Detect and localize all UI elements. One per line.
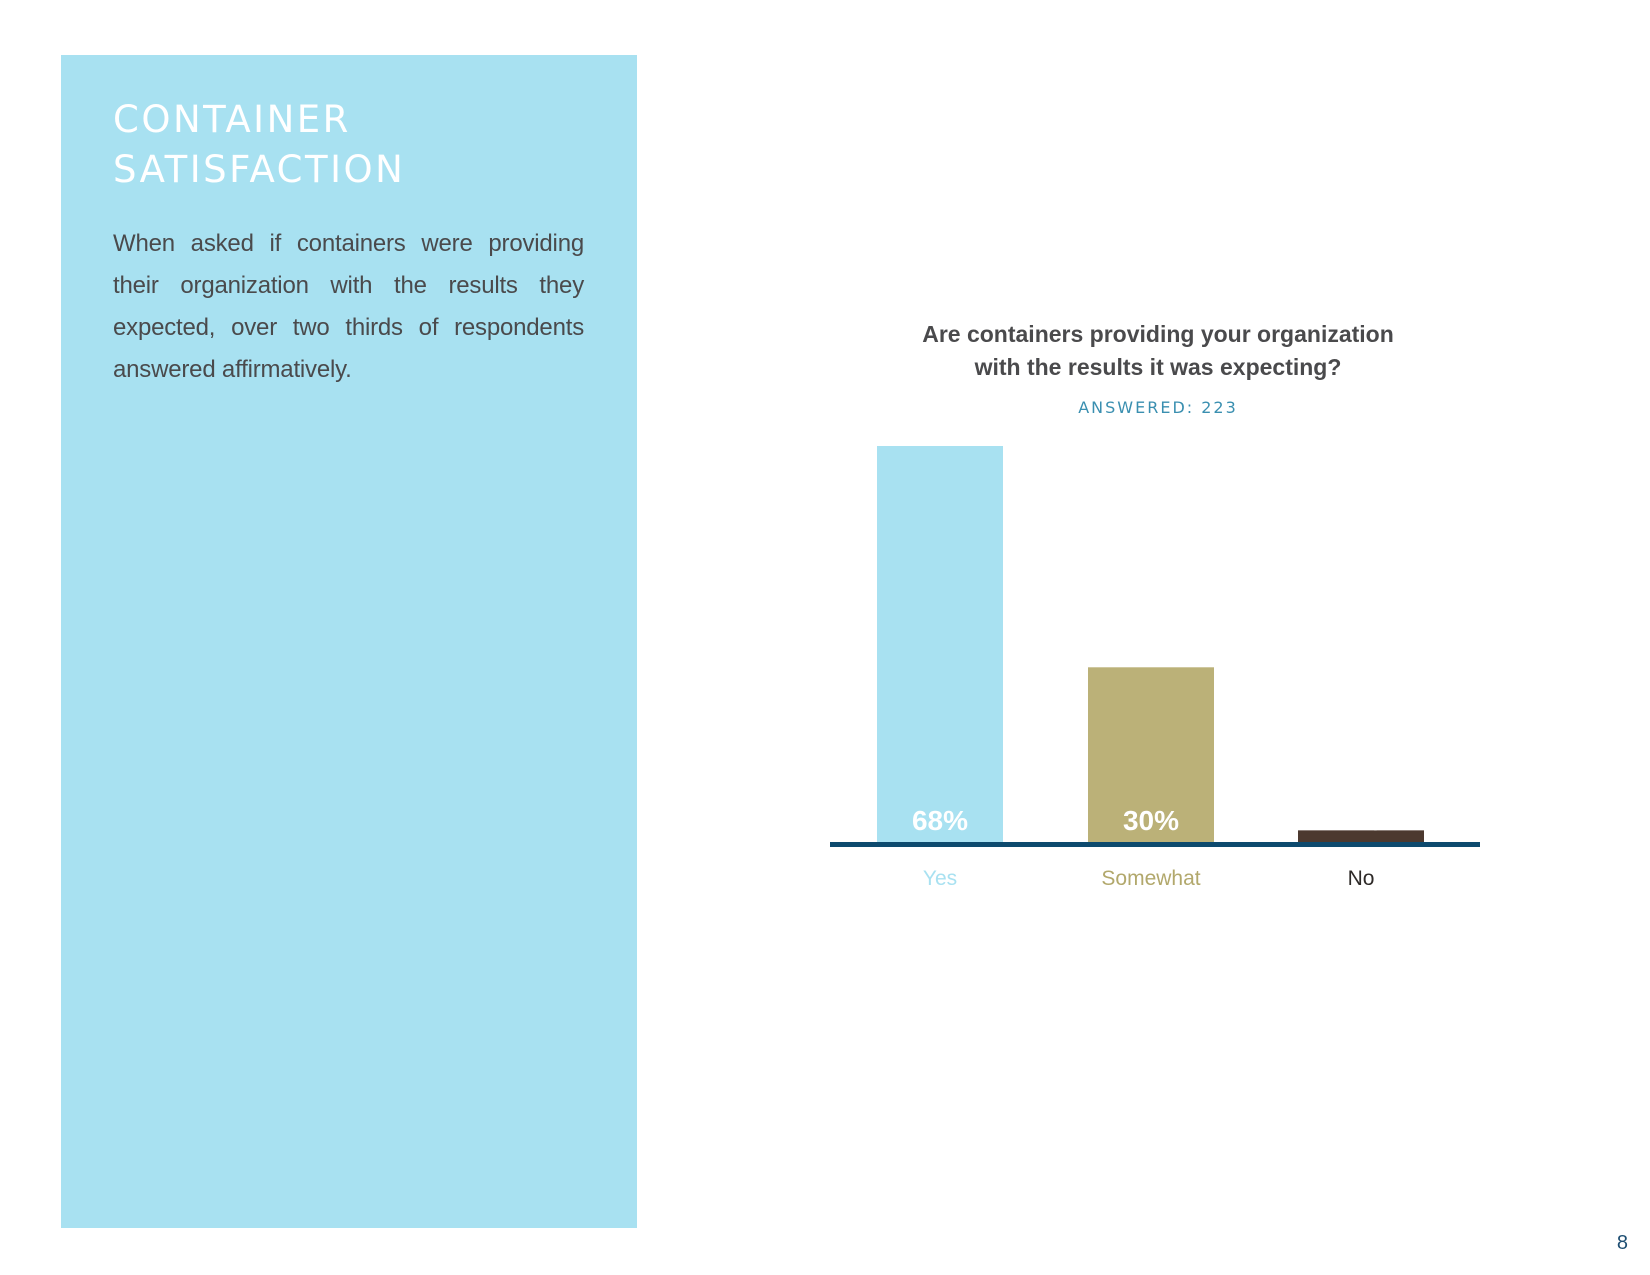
side-panel: CONTAINER SATISFACTION When asked if con… — [61, 55, 637, 1228]
section-title-line-2: SATISFACTION — [113, 148, 406, 191]
category-label-yes: Yes — [923, 867, 957, 890]
page-number: 8 — [1616, 1232, 1628, 1254]
section-body-text: When asked if containers were providing … — [113, 230, 584, 383]
bar-yes — [877, 446, 1003, 842]
category-label-no: No — [1348, 867, 1375, 890]
chart-subtitle: ANSWERED: 223 — [1078, 398, 1238, 417]
section-title-line-1: CONTAINER — [113, 98, 351, 141]
chart-baseline — [830, 842, 1480, 847]
chart-title: Are containers providing your organizati… — [858, 318, 1458, 384]
section-title: CONTAINER SATISFACTION — [113, 95, 405, 195]
category-label-somewhat: Somewhat — [1101, 867, 1200, 890]
chart-title-line-2: with the results it was expecting? — [974, 354, 1342, 380]
bar-somewhat — [1088, 667, 1214, 842]
bar-no — [1298, 830, 1424, 842]
value-label-no: 2% — [1341, 805, 1382, 836]
value-label-somewhat: 30% — [1123, 805, 1179, 836]
chart-title-line-1: Are containers providing your organizati… — [922, 321, 1394, 347]
value-label-yes: 68% — [912, 805, 968, 836]
